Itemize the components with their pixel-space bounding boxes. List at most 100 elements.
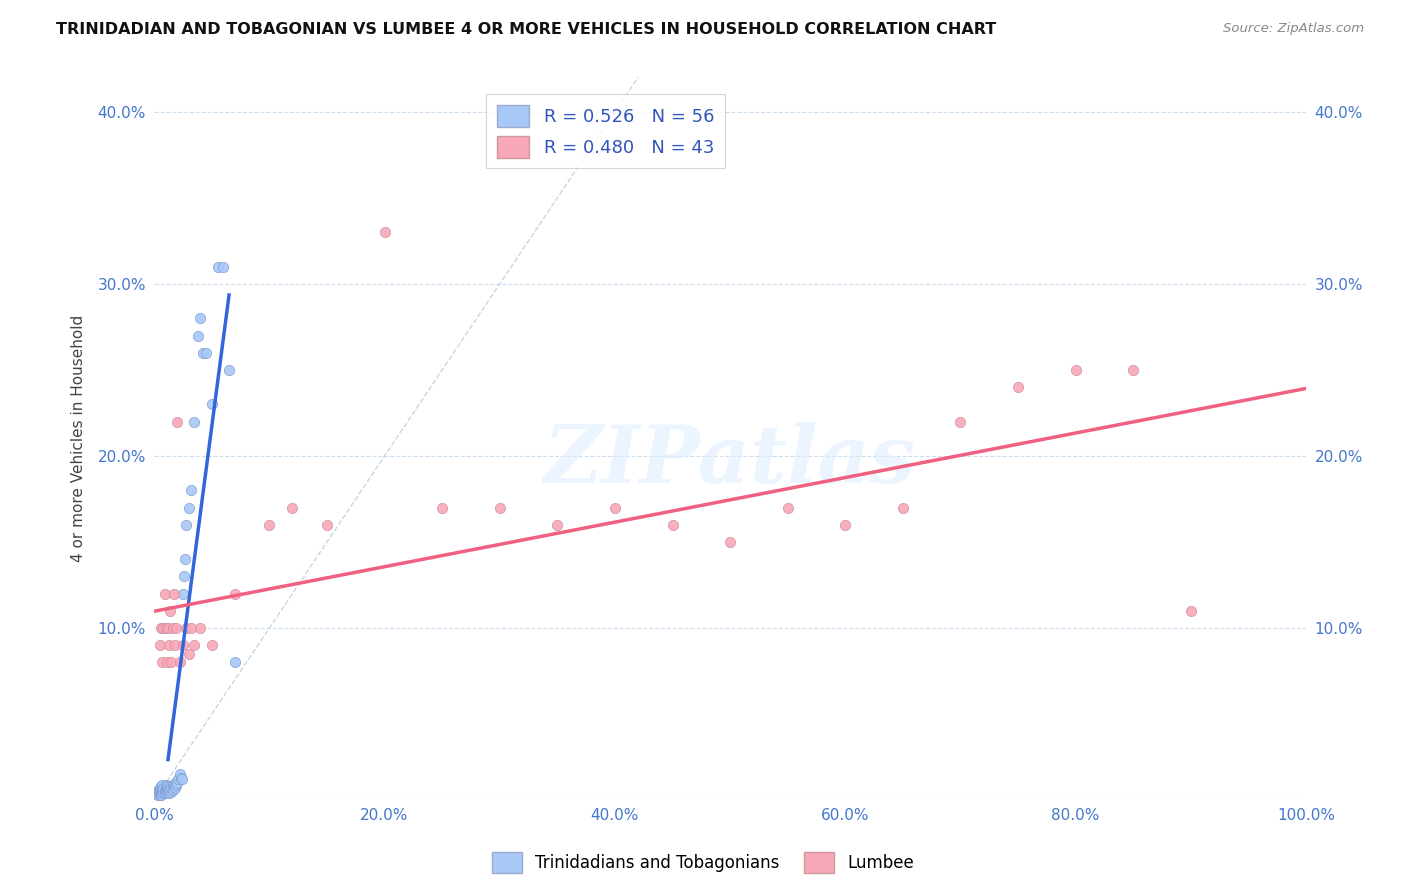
Point (150, 784, 173, 798)
Point (718, 535, 741, 549)
Point (156, 621, 179, 635)
Point (162, 778, 184, 792)
Point (169, 656, 191, 670)
Point (157, 638, 180, 652)
Point (162, 782, 184, 797)
Point (546, 517, 568, 532)
Point (156, 782, 179, 797)
Point (169, 767, 191, 781)
Point (167, 772, 190, 787)
Legend: R = 0.526   N = 56, R = 0.480   N = 43: R = 0.526 N = 56, R = 0.480 N = 43 (485, 94, 725, 169)
Point (166, 776, 188, 790)
Point (374, 225, 396, 239)
Point (207, 260, 229, 274)
Point (146, 788, 169, 802)
Point (149, 788, 172, 802)
Point (176, 517, 198, 532)
Point (155, 778, 177, 792)
Point (150, 788, 173, 802)
Point (163, 780, 186, 794)
Point (776, 500, 799, 515)
Point (156, 656, 179, 670)
Point (166, 415, 188, 429)
Point (188, 311, 211, 326)
Point (174, 552, 197, 566)
Point (172, 587, 194, 601)
Point (834, 517, 856, 532)
Point (163, 638, 186, 652)
Point (1064, 363, 1087, 377)
Point (177, 647, 200, 661)
Point (180, 621, 202, 635)
Point (150, 621, 173, 635)
Point (149, 638, 172, 652)
Point (149, 781, 172, 796)
Point (891, 500, 914, 515)
Point (145, 784, 167, 798)
Point (156, 781, 179, 796)
Point (163, 781, 186, 796)
Point (156, 784, 179, 798)
Point (160, 784, 183, 798)
Point (183, 415, 205, 429)
Point (172, 638, 194, 652)
Point (150, 780, 173, 794)
Point (155, 781, 177, 796)
Point (163, 587, 186, 601)
Point (173, 569, 195, 583)
Point (153, 786, 176, 800)
Legend: Trinidadians and Tobagonians, Lumbee: Trinidadians and Tobagonians, Lumbee (485, 846, 921, 880)
Text: TRINIDADIAN AND TOBAGONIAN VS LUMBEE 4 OR MORE VEHICLES IN HOUSEHOLD CORRELATION: TRINIDADIAN AND TOBAGONIAN VS LUMBEE 4 O… (56, 22, 997, 37)
Point (148, 782, 170, 797)
Y-axis label: 4 or more Vehicles in Household: 4 or more Vehicles in Household (72, 315, 86, 563)
Point (170, 771, 193, 785)
Point (212, 260, 235, 274)
Point (157, 786, 180, 800)
Point (155, 784, 177, 798)
Point (224, 587, 246, 601)
Point (162, 621, 184, 635)
Point (183, 638, 205, 652)
Point (259, 517, 281, 532)
Point (165, 778, 187, 792)
Point (201, 397, 224, 411)
Text: Source: ZipAtlas.com: Source: ZipAtlas.com (1223, 22, 1364, 36)
Point (165, 621, 187, 635)
Point (176, 621, 198, 635)
Point (177, 500, 200, 515)
Point (150, 786, 173, 800)
Point (187, 328, 209, 343)
Point (149, 784, 172, 798)
Point (157, 782, 180, 797)
Point (949, 415, 972, 429)
Point (430, 500, 453, 515)
Point (150, 778, 173, 792)
Point (153, 782, 176, 797)
Text: ZIPatlas: ZIPatlas (544, 422, 917, 500)
Point (488, 500, 510, 515)
Point (191, 345, 214, 359)
Point (195, 345, 218, 359)
Point (150, 656, 173, 670)
Point (148, 786, 170, 800)
Point (156, 780, 179, 794)
Point (661, 517, 683, 532)
Point (188, 621, 211, 635)
Point (160, 656, 183, 670)
Point (155, 621, 177, 635)
Point (170, 772, 193, 787)
Point (180, 483, 202, 498)
Point (1122, 363, 1144, 377)
Point (281, 500, 304, 515)
Point (163, 776, 186, 790)
Point (316, 517, 339, 532)
Point (201, 638, 224, 652)
Point (150, 782, 173, 797)
Point (160, 781, 183, 796)
Point (152, 784, 174, 798)
Point (603, 500, 626, 515)
Point (159, 604, 181, 618)
Point (159, 780, 181, 794)
Point (224, 656, 246, 670)
Point (152, 621, 174, 635)
